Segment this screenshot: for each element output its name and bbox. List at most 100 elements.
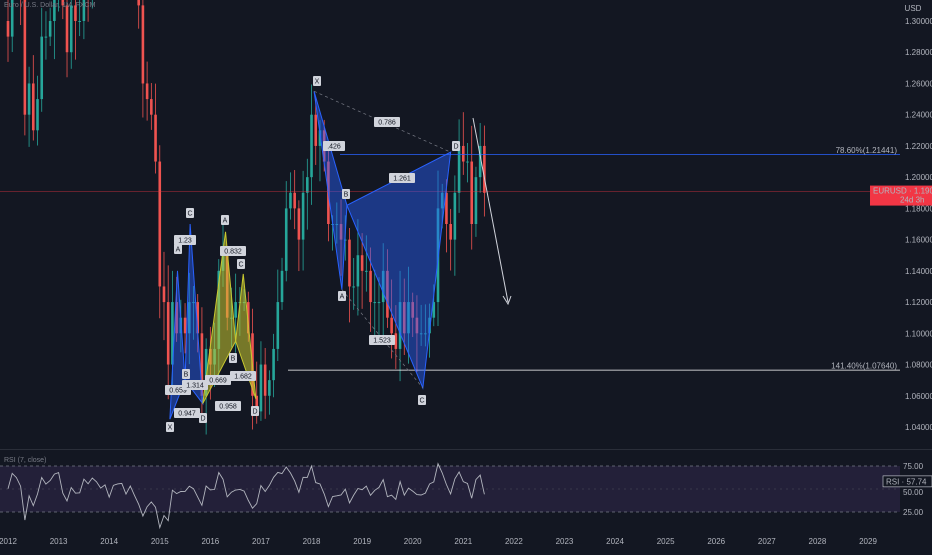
time-tick-label: 2012 [0, 537, 17, 546]
candle-body [196, 302, 200, 334]
small-point-b-label-bg [182, 369, 190, 379]
yellow-ratio-label: 0.958 [219, 404, 237, 411]
candle-body [65, 5, 69, 53]
candle-body [407, 302, 410, 334]
candle-body [381, 270, 385, 303]
price-tick-label: 1.04000 [905, 423, 932, 432]
candle-body [478, 145, 482, 178]
candle-body [183, 317, 187, 334]
big-ratio-label: 0.786 [378, 120, 396, 127]
big-point-b-label: B [344, 192, 349, 199]
candle-body [171, 302, 174, 365]
candle-body [48, 21, 52, 37]
pattern-small-triangle-xab [169, 270, 186, 420]
projection-arrow-head [502, 295, 512, 306]
candle-body [301, 192, 305, 240]
big-point-a-label: A [340, 294, 345, 301]
candle-body [386, 270, 389, 318]
candle-body [284, 208, 288, 271]
yellow-point-b-label: B [231, 356, 236, 363]
price-tick-label: 1.26000 [905, 79, 932, 88]
candle-body [166, 302, 170, 365]
fib-level-label: 141.40%(1.07640) [831, 362, 897, 371]
candle-body [369, 270, 372, 303]
big-extra-label-bg [323, 141, 345, 151]
price-tick-label: 1.16000 [905, 236, 932, 245]
price-tag-value: EURUSD · 1.19076 [873, 187, 932, 196]
small-ratio-label: 1.314 [186, 383, 204, 390]
price-tag-countdown: 24d 3h [900, 196, 924, 205]
candle-body [373, 302, 377, 304]
currency-label: USD [905, 4, 922, 13]
time-tick-label: 2026 [707, 537, 725, 546]
big-point-d-label-bg [452, 141, 460, 151]
candle-body [187, 302, 191, 334]
big-extra-label: .426 [327, 144, 341, 151]
candle-body [141, 5, 145, 84]
time-tick-label: 2019 [353, 537, 371, 546]
candle-body [82, 0, 86, 21]
candle-body [40, 36, 44, 100]
small-ratio-label: 1.23 [178, 238, 192, 245]
candle-body [297, 208, 301, 240]
small-ratio-label: 0.947 [178, 411, 196, 418]
small-point-a-label: A [176, 247, 181, 254]
price-tag-bg [870, 185, 932, 206]
big-point-x-label-bg [313, 76, 321, 86]
time-tick-label: 2022 [505, 537, 523, 546]
time-tick-label: 2025 [657, 537, 675, 546]
price-tick-label: 1.12000 [905, 298, 932, 307]
candle-body [74, 5, 77, 22]
pattern-small-triangle-bcd [184, 223, 204, 406]
candle-body [192, 302, 195, 304]
price-tick-label: 1.28000 [905, 48, 932, 57]
candle-body [10, 0, 14, 37]
yellow-point-a-label-bg [221, 215, 229, 225]
yellow-point-a-label: A [223, 218, 228, 225]
candle-body [263, 364, 267, 396]
small-point-c-label-bg [186, 208, 194, 218]
candle-body [377, 302, 381, 304]
big-point-d-label: D [453, 144, 458, 151]
yellow-point-d-label: D [252, 409, 257, 416]
big-ratio-label-bg [389, 173, 415, 183]
small-ratio-label: 0.659 [169, 388, 187, 395]
candle-body [314, 114, 318, 146]
yellow-ratio-label: 0.669 [209, 378, 227, 385]
big-ratio-label-bg [369, 335, 395, 345]
candle-body [466, 161, 469, 163]
time-tick-label: 2028 [809, 537, 827, 546]
price-tick-label: 1.10000 [905, 329, 932, 338]
small-ratio-label-bg [174, 235, 196, 245]
patterns-group: X A B C D 0.786 1.261 1.523 .426 X A B C D 1.23 0.659 0.… [165, 76, 512, 432]
candle-body [280, 270, 284, 303]
candle-body [352, 286, 355, 288]
candle-body [53, 0, 56, 22]
candle-body [137, 0, 140, 6]
big-ratio-label: 1.261 [393, 176, 411, 183]
candle-body [356, 255, 360, 287]
time-tick-label: 2017 [252, 537, 270, 546]
candle-body [474, 177, 478, 224]
small-point-c-label: C [187, 211, 192, 218]
small-point-d-label: D [200, 416, 205, 423]
candle-body [461, 145, 465, 162]
candles-group [6, 0, 486, 435]
candle-body [268, 380, 271, 396]
yellow-ratio-label-bg [215, 401, 241, 411]
candle-body [289, 192, 292, 209]
yellow-ratio-label-bg [220, 246, 246, 256]
candle-body [483, 145, 486, 193]
candle-body [365, 270, 368, 272]
time-tick-label: 2027 [758, 537, 776, 546]
big-point-x-label: X [315, 79, 320, 86]
candle-body [457, 145, 461, 193]
time-tick-label: 2015 [151, 537, 169, 546]
big-ratio-label-bg [374, 117, 400, 127]
rsi-line [7, 462, 485, 530]
candle-body [158, 161, 162, 287]
price-tick-label: 1.22000 [905, 142, 932, 151]
candle-body [145, 83, 149, 100]
